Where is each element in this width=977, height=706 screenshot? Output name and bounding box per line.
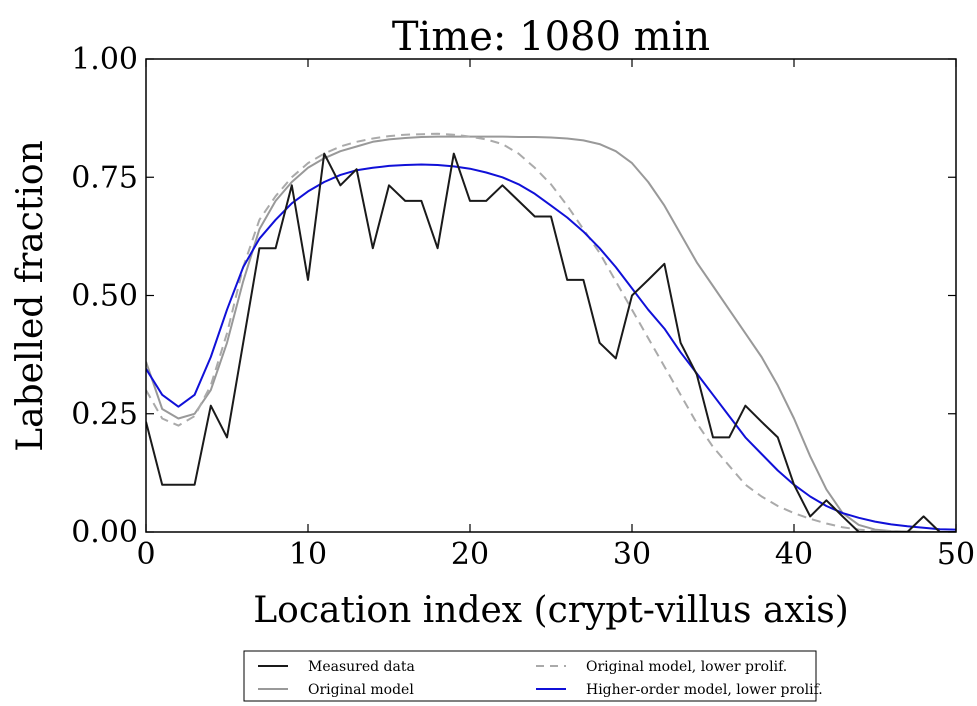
ticks-group: 0 10 20 30 40 50 0.00 0.25 0.50 0.75 1.00	[71, 42, 975, 572]
chart-title: Time: 1080 min	[392, 14, 710, 60]
y-axis-label: Labelled fraction	[10, 140, 51, 452]
x-tick-label: 0	[136, 537, 155, 572]
y-tick-label: 1.00	[71, 42, 138, 77]
series-group	[146, 132, 956, 532]
y-tick-label: 0.25	[71, 397, 138, 432]
y-tick-label: 0.00	[71, 515, 138, 550]
legend-label-3: Higher-order model, lower prolif.	[586, 682, 823, 698]
plot-background	[146, 59, 956, 532]
y-tick-label: 0.75	[71, 160, 138, 195]
legend-frame	[243, 650, 817, 702]
series-line-3	[146, 163, 956, 531]
x-tick-label: 50	[937, 537, 975, 572]
legend-label-2: Original model, lower prolif.	[586, 659, 787, 675]
plot-area	[146, 59, 956, 532]
x-tick-label: 40	[775, 537, 813, 572]
x-tick-label: 10	[289, 537, 327, 572]
legend-label-0: Measured data	[308, 659, 415, 675]
x-tick-label: 20	[451, 537, 489, 572]
legend: Measured data Original model Original mode…	[243, 650, 823, 702]
series-line-0	[146, 152, 956, 532]
y-tick-label: 0.50	[71, 279, 138, 314]
x-tick-label: 30	[613, 537, 651, 572]
plot-frame	[145, 58, 957, 533]
legend-label-1: Original model	[308, 682, 414, 698]
series-line-1	[146, 135, 956, 532]
series-line-2	[146, 132, 956, 532]
x-axis-label: Location index (crypt-villus axis)	[253, 590, 849, 631]
